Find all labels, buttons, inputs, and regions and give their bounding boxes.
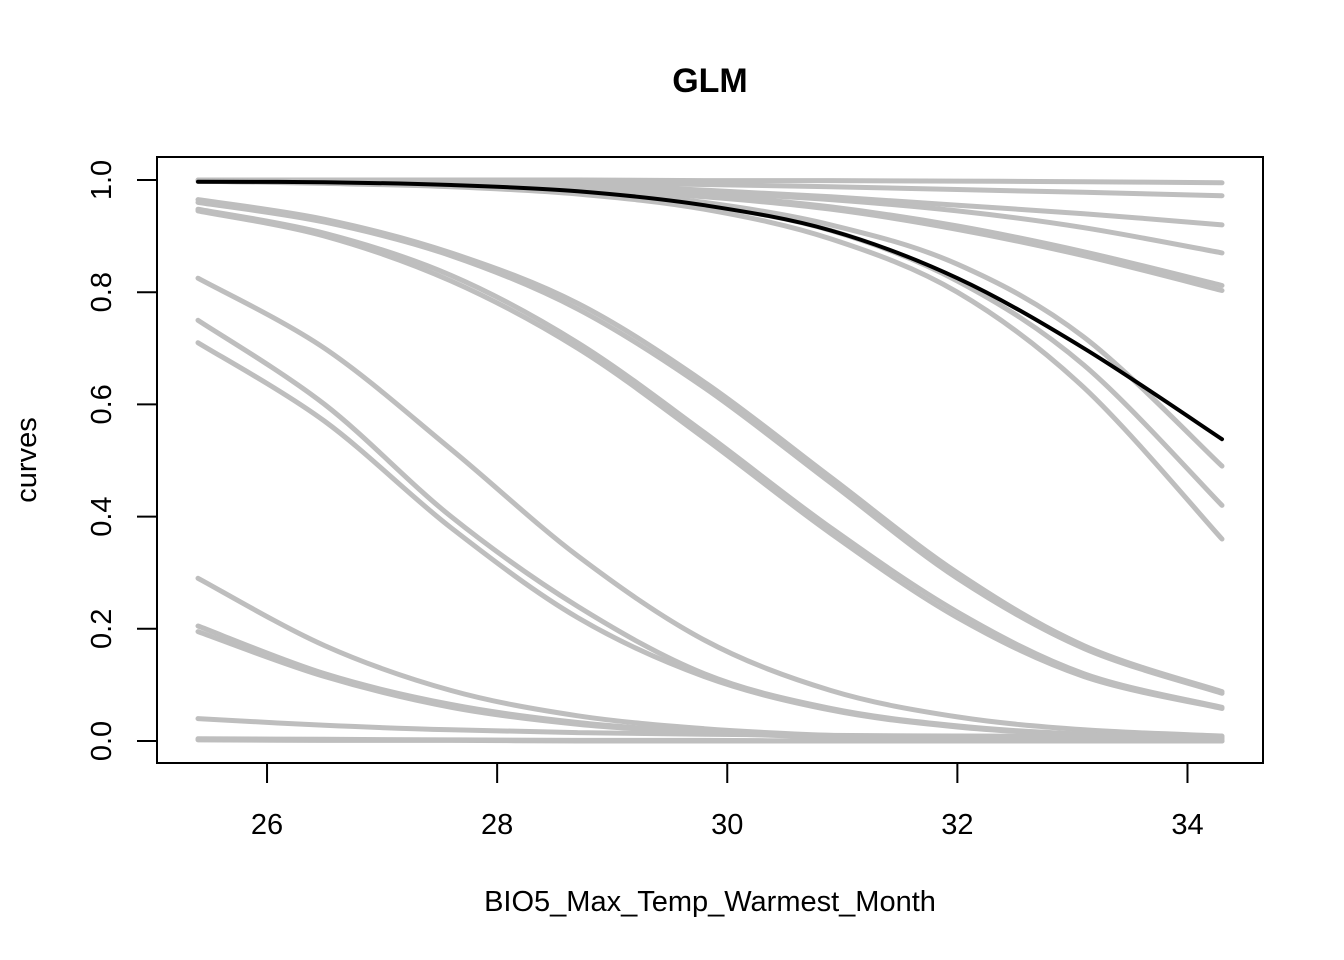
- x-axis-label: BIO5_Max_Temp_Warmest_Month: [484, 886, 936, 918]
- y-tick-label: 0.6: [86, 384, 118, 424]
- y-tick-label: 0.0: [86, 721, 118, 761]
- y-axis-label: curves: [11, 417, 43, 502]
- ensemble-response-curve: [195, 340, 1225, 741]
- ensemble-response-curve: [195, 197, 1225, 695]
- ensemble-response-curve: [195, 178, 1225, 542]
- x-tick-label: 34: [1171, 809, 1203, 841]
- ensemble-response-curve: [195, 575, 1225, 743]
- ensemble-response-curve: [195, 737, 1225, 744]
- x-tick-label: 30: [711, 809, 743, 841]
- curves-layer: [195, 177, 1225, 744]
- ensemble-response-curve: [195, 208, 1225, 711]
- x-tick-label: 32: [941, 809, 973, 841]
- mean-response-curve: [196, 179, 1224, 442]
- y-tick-label: 0.4: [86, 496, 118, 536]
- y-tick-label: 0.2: [86, 609, 118, 649]
- ensemble-response-curve: [195, 275, 1225, 739]
- x-tick-label: 26: [251, 809, 283, 841]
- y-axis: 0.0 0.2 0.4 0.6 0.8 1.0: [86, 160, 158, 761]
- ensemble-response-curve: [195, 199, 1225, 696]
- y-tick-label: 0.8: [86, 272, 118, 312]
- chart-title: GLM: [672, 62, 748, 100]
- ensemble-response-curve: [195, 206, 1225, 710]
- x-tick-label: 28: [481, 809, 513, 841]
- y-tick-label: 1.0: [86, 160, 118, 200]
- ensemble-response-curve: [195, 178, 1225, 293]
- ensemble-response-curve: [195, 716, 1225, 740]
- x-axis: 26 28 30 32 34: [251, 762, 1204, 841]
